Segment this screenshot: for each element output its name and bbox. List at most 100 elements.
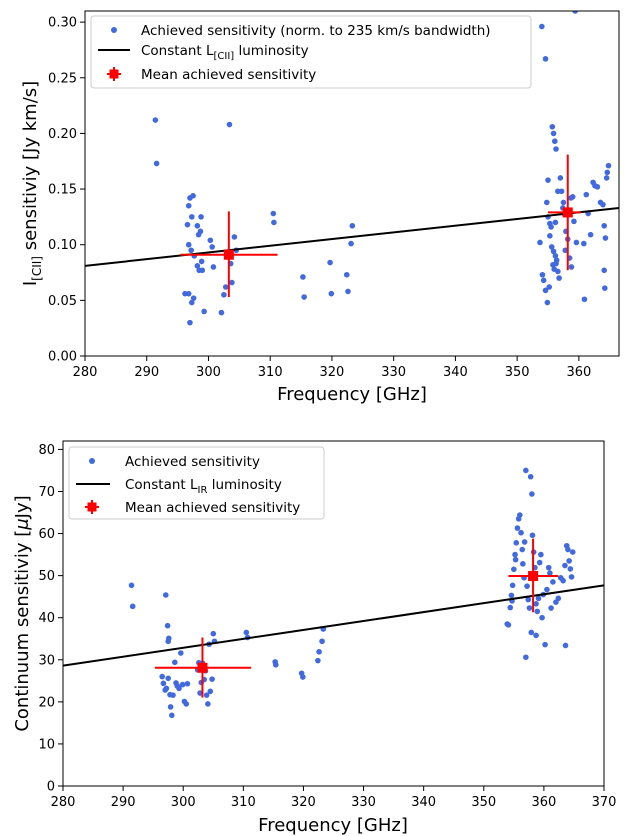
data-point-bottom-43: [300, 674, 306, 680]
data-point-bottom-73: [534, 608, 541, 615]
data-point-top-1: [153, 160, 160, 167]
data-point-bottom-34: [207, 688, 214, 695]
data-point-top-91: [600, 201, 606, 208]
data-point-top-54: [551, 138, 558, 145]
y-tick-label-top-6: 0.30: [48, 16, 77, 31]
data-point-bottom-93: [567, 566, 574, 572]
data-point-top-45: [349, 222, 356, 229]
data-point-top-41: [328, 290, 335, 297]
data-point-bottom-0: [128, 582, 135, 589]
data-point-top-92: [601, 222, 607, 229]
data-point-top-78: [568, 264, 575, 270]
data-point-top-44: [348, 240, 354, 247]
data-point-top-64: [555, 268, 561, 275]
data-point-top-66: [539, 271, 546, 278]
y-tick-label-bottom-3: 30: [38, 653, 55, 668]
data-point-bottom-9: [165, 635, 172, 642]
y-tick-label-bottom-7: 70: [38, 485, 55, 500]
plot-area-bottom: [63, 467, 604, 719]
data-point-top-26: [210, 264, 217, 270]
data-point-top-22: [199, 267, 206, 274]
ticks-top: 280 290 300 310 320 330 340 350 360 0.00 0.05 0.10 0…: [48, 16, 591, 380]
y-tick-label-top-3: 0.15: [48, 183, 77, 198]
data-point-top-53: [550, 130, 557, 137]
data-point-top-17: [198, 258, 205, 265]
data-point-bottom-5: [163, 685, 170, 692]
data-point-bottom-13: [169, 712, 175, 719]
plot-area-top: [85, 11, 619, 326]
data-point-bottom-76: [538, 551, 544, 558]
x-tick-label-top-6: 340: [443, 365, 468, 380]
data-point-top-21: [194, 222, 201, 229]
data-point-bottom-1: [129, 603, 136, 610]
data-point-top-12: [187, 319, 193, 326]
x-tick-label-top-4: 320: [320, 365, 345, 380]
x-tick-label-bottom-2: 300: [171, 795, 196, 810]
legend-label-line-bottom-sub: IR: [198, 485, 208, 496]
data-point-top-0: [152, 117, 159, 123]
data-point-bottom-31: [203, 692, 210, 698]
data-point-top-34: [231, 234, 238, 240]
data-point-bottom-65: [525, 596, 532, 603]
data-point-top-87: [587, 231, 594, 238]
data-point-bottom-66: [526, 605, 533, 611]
y-tick-label-bottom-6: 60: [38, 527, 55, 542]
data-point-top-7: [185, 241, 192, 248]
data-point-bottom-10: [165, 675, 171, 682]
data-point-top-47: [542, 56, 549, 62]
x-axis-label-top: Frequency [GHz]: [277, 384, 427, 405]
data-point-bottom-67: [527, 473, 534, 480]
data-point-bottom-55: [513, 540, 520, 546]
data-point-top-8: [188, 247, 194, 254]
data-point-bottom-32: [205, 701, 211, 707]
y-axis-label-top-prefix: I: [20, 281, 41, 286]
legend-label-line-top-sub: [CII]: [214, 51, 235, 62]
data-point-bottom-26: [197, 690, 203, 696]
y-tick-label-bottom-2: 20: [38, 695, 55, 710]
x-tick-label-bottom-1: 290: [111, 795, 136, 810]
data-point-bottom-35: [209, 676, 215, 682]
data-point-top-105: [568, 195, 574, 201]
data-point-top-51: [548, 224, 554, 230]
data-point-top-43: [345, 288, 351, 295]
data-point-bottom-45: [316, 648, 322, 655]
mean-point-bottom-1: [508, 538, 559, 613]
x-tick-label-bottom-6: 340: [411, 795, 436, 810]
legend-label-line-bottom: Constant LIR luminosity: [125, 477, 282, 496]
data-point-top-42: [343, 271, 350, 278]
legend-top: Achieved sensitivity (norm. to 235 km/s …: [90, 15, 532, 89]
data-point-top-98: [605, 162, 612, 169]
data-point-top-81: [572, 11, 578, 14]
data-point-top-96: [603, 175, 610, 181]
data-point-top-37: [271, 219, 277, 226]
data-point-top-6: [190, 192, 196, 199]
y-tick-label-top-2: 0.10: [48, 238, 77, 253]
data-point-top-11: [185, 290, 192, 297]
data-point-top-94: [601, 267, 607, 274]
data-point-bottom-20: [179, 681, 186, 688]
data-point-top-14: [190, 295, 197, 301]
data-point-top-56: [547, 233, 553, 239]
legend-marker-mean-bottom: [85, 500, 99, 514]
data-point-bottom-51: [508, 592, 515, 599]
y-tick-label-top-1: 0.05: [48, 294, 77, 309]
legend-label-mean-top: Mean achieved sensitivity: [141, 67, 316, 83]
data-point-bottom-15: [172, 659, 178, 666]
legend-label-line-bottom-suffix: luminosity: [207, 477, 281, 493]
data-point-bottom-94: [568, 574, 575, 580]
y-tick-label-top-4: 0.20: [48, 127, 77, 142]
x-tick-label-bottom-3: 310: [231, 795, 256, 810]
plot-frame-top: [84, 10, 620, 357]
data-point-bottom-41: [272, 662, 279, 668]
data-point-bottom-49: [505, 622, 512, 628]
data-point-top-101: [537, 239, 543, 246]
legend-label-line-top-suffix: luminosity: [234, 43, 308, 59]
y-axis-label-bottom-mu: μ: [12, 518, 33, 530]
data-point-top-39: [301, 294, 307, 300]
data-point-bottom-50: [507, 604, 514, 611]
mean-marker-top-0: [223, 249, 234, 260]
mean-marker-bottom-1: [528, 571, 539, 582]
data-point-top-106: [594, 184, 601, 190]
data-point-bottom-6: [164, 622, 171, 629]
constant-luminosity-line-bottom: [63, 584, 604, 667]
